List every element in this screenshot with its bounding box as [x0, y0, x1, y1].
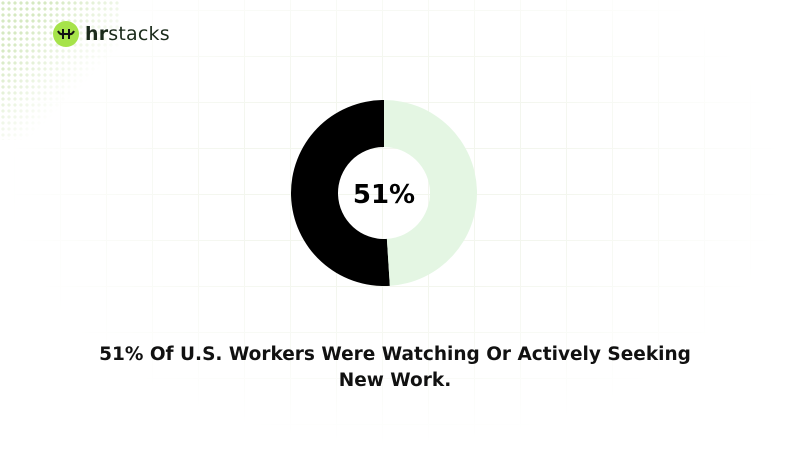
chart-title: 51% Of U.S. Workers Were Watching Or Act…: [99, 344, 691, 391]
donut-slice-2: [384, 100, 477, 286]
center-label: 51%: [353, 180, 415, 210]
donut-slice-1: [290, 100, 390, 286]
logo-text: hrstacks: [85, 23, 170, 45]
hrstacks-logo: hrstacks: [53, 21, 170, 47]
logo-mark-icon: [53, 21, 79, 47]
